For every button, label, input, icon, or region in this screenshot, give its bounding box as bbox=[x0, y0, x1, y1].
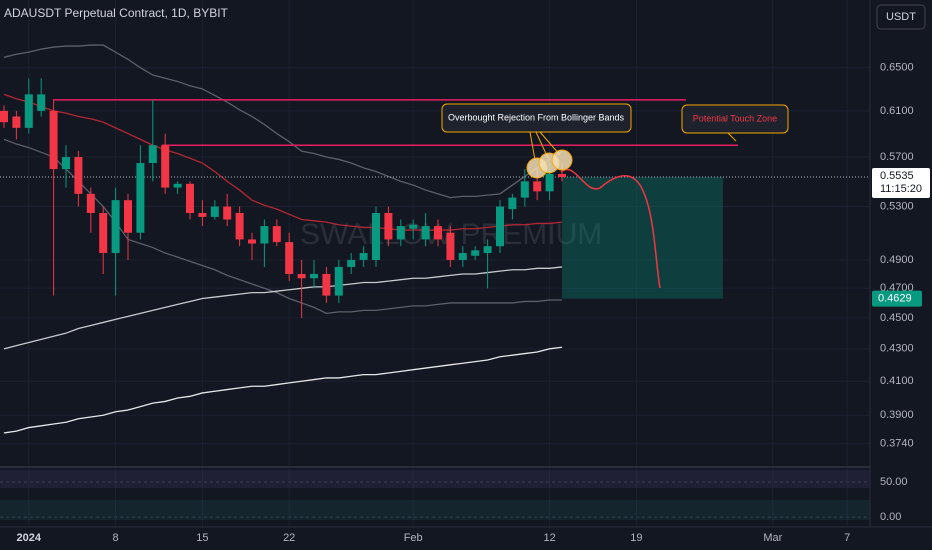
candle-body bbox=[285, 242, 294, 274]
candle-body bbox=[86, 193, 95, 214]
currency-label: USDT bbox=[886, 11, 916, 23]
y-tick-label: 0.5700 bbox=[880, 151, 914, 163]
candle-body bbox=[458, 253, 467, 260]
y-tick-label: 0.4500 bbox=[880, 312, 914, 324]
annotations: Overbought Rejection From Bollinger Band… bbox=[441, 103, 789, 289]
y-tick-label: 0.6500 bbox=[880, 62, 914, 74]
y-tick-label: 0.4100 bbox=[880, 375, 914, 387]
candle-body bbox=[310, 273, 318, 279]
y-tick-label: 0.3740 bbox=[880, 438, 914, 450]
countdown: 11:15:20 bbox=[880, 183, 922, 195]
candle-body bbox=[235, 213, 244, 240]
callout-text: Potential Touch Zone bbox=[693, 113, 777, 123]
candle-body bbox=[210, 206, 219, 217]
candle-body bbox=[49, 110, 58, 170]
candle-body bbox=[124, 200, 132, 233]
y-tick-label: 0.3900 bbox=[880, 409, 914, 421]
candle-body bbox=[74, 157, 83, 194]
projection-path bbox=[560, 168, 661, 289]
highlight-circles bbox=[526, 149, 573, 179]
candle-body bbox=[99, 213, 108, 254]
y-tick-label: 0.4900 bbox=[880, 254, 914, 266]
callout-box bbox=[681, 104, 789, 134]
candle-body bbox=[37, 94, 46, 111]
candle-body bbox=[533, 181, 542, 192]
candle-body bbox=[0, 110, 8, 123]
candle-body bbox=[446, 232, 455, 260]
axes: 0.65000.61000.57000.53000.49000.47000.45… bbox=[17, 62, 930, 544]
candle-body bbox=[421, 226, 430, 240]
candle-body bbox=[396, 226, 405, 240]
y-tick-label: 0.00 bbox=[880, 511, 901, 523]
x-tick-label: 2024 bbox=[17, 532, 42, 544]
overlay-line bbox=[3, 346, 563, 434]
pane-divider bbox=[0, 466, 870, 468]
candle-body bbox=[223, 206, 232, 220]
x-tick-label: Mar bbox=[763, 532, 782, 544]
overlay-line bbox=[3, 266, 563, 350]
x-tick-label: 8 bbox=[113, 532, 119, 544]
candle-body bbox=[334, 266, 343, 296]
candle-body bbox=[186, 183, 194, 214]
y-tick-label: 0.6100 bbox=[880, 105, 914, 117]
candle-body bbox=[12, 116, 21, 128]
candle-body bbox=[198, 213, 207, 217]
candle-body bbox=[322, 273, 331, 296]
y-tick-label: 0.5300 bbox=[880, 200, 914, 212]
x-tick-label: 22 bbox=[283, 532, 295, 544]
candle-body bbox=[520, 181, 529, 198]
candle-body bbox=[260, 226, 269, 244]
candle-body bbox=[297, 273, 306, 279]
candle-body bbox=[471, 250, 480, 256]
candle-body bbox=[62, 157, 70, 170]
grid bbox=[0, 0, 870, 527]
candle-body bbox=[558, 173, 566, 178]
plot bbox=[0, 44, 870, 434]
target-tag-label: 0.4629 bbox=[878, 293, 912, 305]
candle-body bbox=[384, 213, 393, 240]
callout-text: Overbought Rejection From Bollinger Band… bbox=[448, 112, 625, 122]
osc-band bbox=[0, 470, 870, 488]
candle-body bbox=[161, 145, 170, 188]
candle-body bbox=[173, 183, 182, 188]
candle-body bbox=[359, 253, 368, 260]
y-tick-label: 50.00 bbox=[880, 476, 908, 488]
price-tag bbox=[872, 168, 930, 199]
price-tag-label: 0.5535 bbox=[880, 170, 914, 182]
candle-body bbox=[508, 197, 517, 210]
osc-band bbox=[0, 500, 870, 520]
candle-body bbox=[434, 226, 442, 240]
candle-body bbox=[409, 224, 418, 229]
candle-body bbox=[24, 94, 33, 128]
candle-body bbox=[347, 259, 356, 267]
x-tick-label: 19 bbox=[630, 532, 642, 544]
x-tick-label: 15 bbox=[196, 532, 208, 544]
currency-button[interactable] bbox=[876, 4, 926, 30]
y-tick-label: 0.4300 bbox=[880, 343, 914, 355]
x-tick-label: 12 bbox=[543, 532, 555, 544]
candle-body bbox=[272, 226, 281, 243]
target-tag bbox=[872, 290, 922, 307]
candle-body bbox=[136, 163, 145, 233]
candle-body bbox=[483, 246, 492, 254]
callout-pointer bbox=[727, 132, 737, 142]
candle-body bbox=[248, 239, 256, 244]
overlay-line bbox=[3, 93, 563, 231]
overlay-line bbox=[3, 44, 563, 199]
candle-body bbox=[496, 206, 504, 247]
candle-body bbox=[111, 200, 120, 254]
overlay-line bbox=[3, 138, 562, 315]
candle-body bbox=[372, 213, 380, 260]
x-tick-label: Feb bbox=[404, 532, 423, 544]
chart-title: ADAUSDT Perpetual Contract, 1D, BYBIT bbox=[4, 6, 229, 20]
candle-body bbox=[545, 173, 554, 192]
candle-body bbox=[148, 145, 157, 164]
target-zone bbox=[562, 177, 723, 299]
x-tick-label: 7 bbox=[844, 532, 850, 544]
